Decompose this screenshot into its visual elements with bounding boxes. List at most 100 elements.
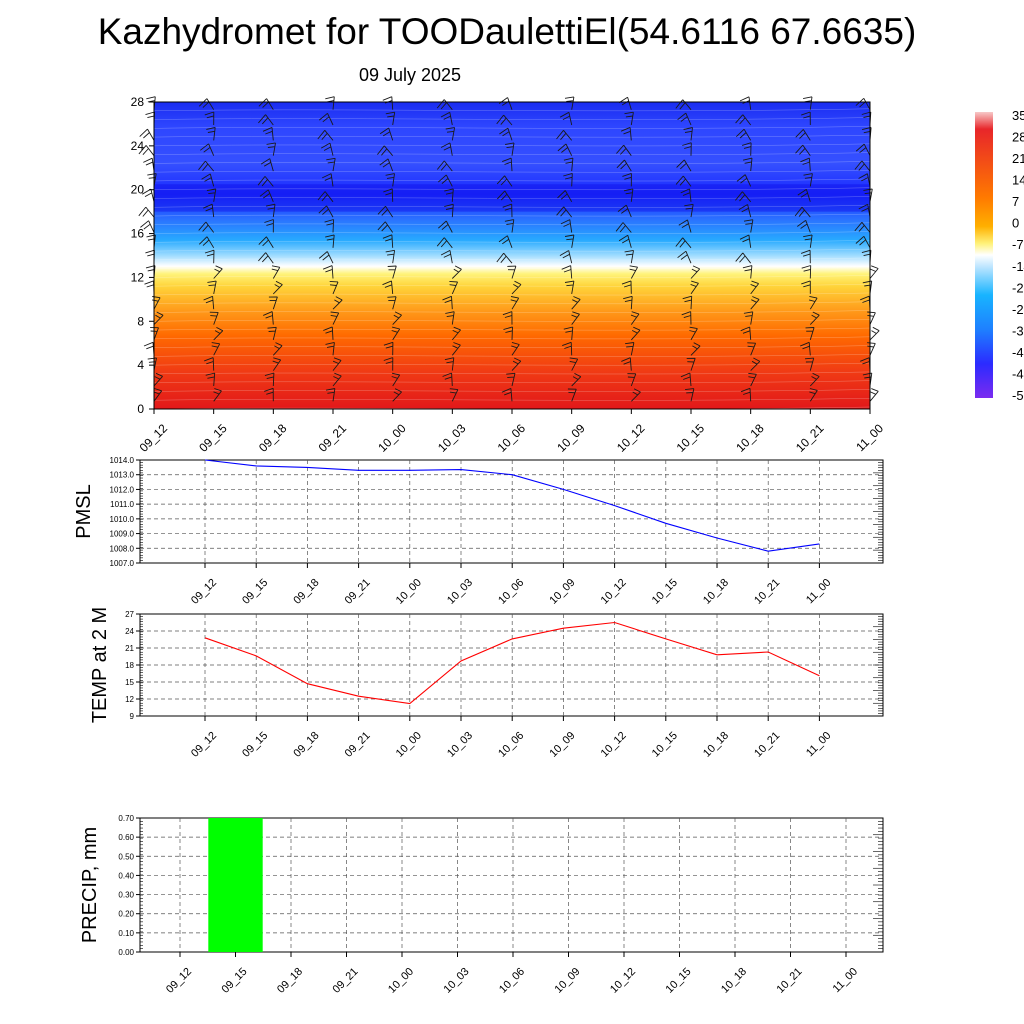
y-tick-label: 1008.0 [110,544,135,553]
colorbar-label: 21 [1012,151,1024,166]
y-tick-label: 0.40 [118,871,134,880]
contour-line [153,126,871,129]
wind-barb [257,176,274,187]
wind-barb [616,159,632,172]
wind-barb [263,311,274,325]
pmsl-frame [139,459,884,564]
y-tick-label: 0.70 [118,814,134,823]
wind-barb [794,206,811,218]
y-tick-label: 9 [130,712,135,721]
x-tick-label: 10_15 [650,577,680,607]
wind-barb [803,234,813,248]
wind-barb [326,157,336,172]
x-tick-label: 10_21 [775,966,805,996]
x-tick-label: 10_21 [752,730,782,760]
x-tick-label: 10_12 [608,966,638,996]
wind-barb [377,205,394,218]
x-tick-label: 09_21 [343,730,373,760]
contour-line [153,319,871,322]
wind-barb [209,311,219,325]
contour-line [153,257,871,261]
x-tick-label: 10_12 [599,577,629,607]
wind-barb [272,342,283,356]
wind-barb [258,236,274,249]
wind-barb [675,237,692,249]
contour-line [153,275,871,278]
wind-barb [564,280,575,294]
wind-barb [809,372,820,387]
wind-barb [869,388,879,402]
wind-barb [329,280,339,295]
wind-barb [213,265,223,279]
wind-barb [800,157,811,172]
chart-title: Kazhydromet for TOODaulettiEl(54.6116 67… [97,11,917,52]
wind-barb [562,341,573,356]
wind-barb [743,311,754,325]
x-tick-label: 09_18 [291,577,321,607]
colorbar-label: 0 [1012,216,1019,231]
wind-barb [750,357,761,371]
wind-barb [681,311,692,325]
x-tick-label: 09_18 [291,730,321,760]
x-tick-label: 10_00 [394,577,424,607]
wind-barb [139,128,155,141]
wind-barb [680,188,692,202]
wind-barb [262,126,274,141]
wind-barb [322,173,334,187]
x-tick-label: 09_15 [240,730,270,760]
wind-barb [332,372,342,387]
wind-barb [322,265,334,279]
x-tick-label: 09_21 [331,966,361,996]
wind-barb [259,189,274,202]
x-tick-label: 10_12 [599,730,629,760]
wind-barb [201,173,215,187]
wind-barb [507,265,517,279]
x-tick-label: 10_06 [495,421,529,455]
wind-barb [436,237,453,249]
x-tick-label: 09_15 [240,577,270,607]
wind-barb [630,388,641,402]
wind-barb [627,373,637,387]
wind-barb [615,222,632,233]
wind-barb [271,265,281,279]
wind-barb [445,311,455,325]
wind-barb [436,160,453,172]
wind-barb [382,280,394,294]
wind-barb [437,220,453,233]
wind-barb [324,219,335,233]
y-tick-label: 12 [131,270,145,284]
x-tick-label: 10_00 [386,966,416,996]
wind-barb [801,265,812,279]
wind-barb [685,388,695,402]
wind-barb [676,159,692,172]
wind-barb [750,280,759,295]
wind-barb [736,174,752,187]
x-tick-label: 10_15 [664,966,694,996]
wind-barb [675,99,692,110]
colorbar-label: -56 [1012,388,1024,403]
wind-barb [510,296,520,310]
contour-line [153,362,871,366]
x-tick-label: 11_00 [853,421,886,454]
wind-barb [145,111,155,126]
wind-barb [318,251,334,264]
wind-barb [451,265,462,279]
wind-barb [391,372,401,387]
contour-line [153,240,871,243]
contour-line [153,248,871,252]
wind-barb [204,357,215,371]
wind-barb [690,342,701,356]
wind-barb [748,372,757,387]
wind-barb [440,250,453,264]
wind-barb [272,357,282,371]
wind-barb [621,280,632,294]
y-tick-label: 20 [131,183,145,197]
contour-line [153,283,871,287]
wind-barb [505,142,515,156]
wind-barb [506,372,516,387]
wind-barb [211,342,221,356]
pmsl-ylabel: PMSL [73,484,95,538]
x-tick-label: 10_15 [674,421,708,455]
wind-barb [686,357,696,371]
